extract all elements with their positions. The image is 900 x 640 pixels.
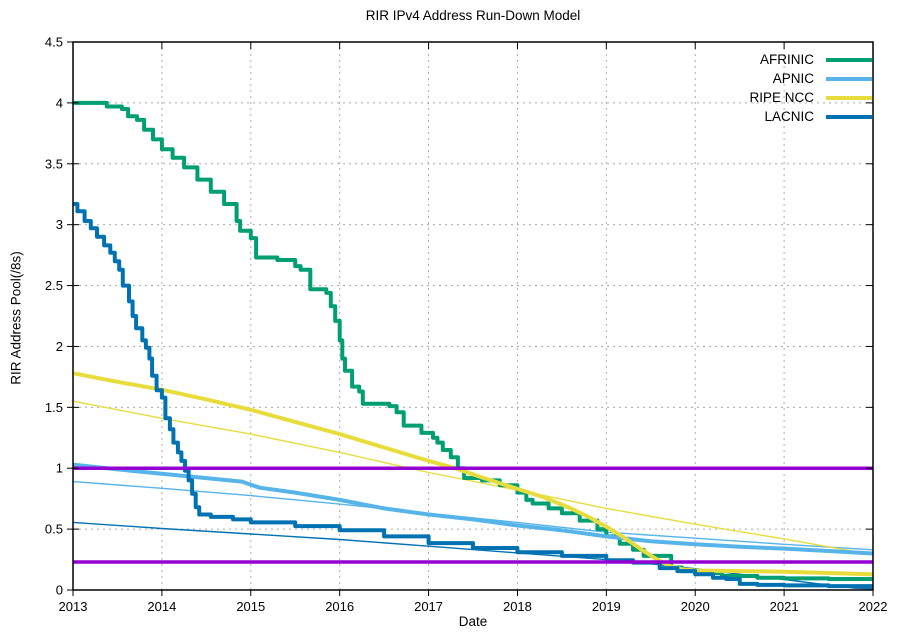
legend-label: LACNIC bbox=[764, 109, 814, 124]
y-tick-label: 3 bbox=[56, 217, 63, 232]
series-afrinic-actual- bbox=[73, 100, 873, 581]
y-tick-label: 0.5 bbox=[45, 522, 63, 537]
series-lines bbox=[73, 100, 873, 590]
x-tick-label: 2018 bbox=[503, 599, 532, 614]
legend-label: RIPE NCC bbox=[749, 90, 814, 105]
x-tick-label: 2013 bbox=[59, 599, 88, 614]
y-tick-label: 3.5 bbox=[45, 156, 63, 171]
legend: AFRINIC APNIC RIPE NCC LACNIC bbox=[749, 50, 872, 126]
y-tick-label: 1 bbox=[56, 461, 63, 476]
legend-item-apnic: APNIC bbox=[773, 69, 872, 88]
threshold-lines bbox=[73, 466, 873, 564]
y-tick-label: 4 bbox=[56, 95, 63, 110]
legend-label: APNIC bbox=[772, 71, 814, 86]
y-tick-label: 4.5 bbox=[45, 35, 63, 50]
series-ripe-ncc-model- bbox=[73, 400, 873, 556]
legend-item-afrinic: AFRINIC bbox=[760, 50, 872, 69]
x-tick-label: 2020 bbox=[681, 599, 710, 614]
series-lacnic-model- bbox=[73, 521, 873, 590]
legend-line-swatch-icon bbox=[826, 114, 872, 119]
x-tick-label: 2022 bbox=[859, 599, 888, 614]
x-tick-label: 2016 bbox=[325, 599, 354, 614]
legend-label: AFRINIC bbox=[760, 52, 814, 67]
y-tick-label: 1.5 bbox=[45, 400, 63, 415]
x-tick-label: 2017 bbox=[414, 599, 443, 614]
series-apnic-actual- bbox=[73, 462, 873, 556]
x-tick-label: 2014 bbox=[147, 599, 176, 614]
y-tick-label: 0 bbox=[56, 583, 63, 598]
legend-item-lacnic: LACNIC bbox=[764, 107, 872, 126]
series-lacnic-actual- bbox=[73, 202, 873, 589]
legend-item-ripe-ncc: RIPE NCC bbox=[749, 88, 872, 107]
tick-labels: 0 0.5 1 1.5 2 2.5 3 3.5 4 4.5 2013 2014 2015 2016 2017… bbox=[45, 35, 888, 615]
y-tick-label: 2.5 bbox=[45, 278, 63, 293]
x-axis-label: Date bbox=[458, 614, 488, 629]
axis-border bbox=[67, 41, 874, 596]
x-tick-label: 2015 bbox=[236, 599, 265, 614]
legend-line-swatch-icon bbox=[826, 57, 872, 62]
x-tick-label: 2019 bbox=[592, 599, 621, 614]
y-tick-label: 2 bbox=[56, 339, 63, 354]
legend-line-swatch-icon bbox=[826, 76, 872, 81]
legend-line-swatch-icon bbox=[826, 95, 872, 100]
chart-title: RIR IPv4 Address Run-Down Model bbox=[365, 8, 581, 23]
x-tick-label: 2021 bbox=[770, 599, 799, 614]
